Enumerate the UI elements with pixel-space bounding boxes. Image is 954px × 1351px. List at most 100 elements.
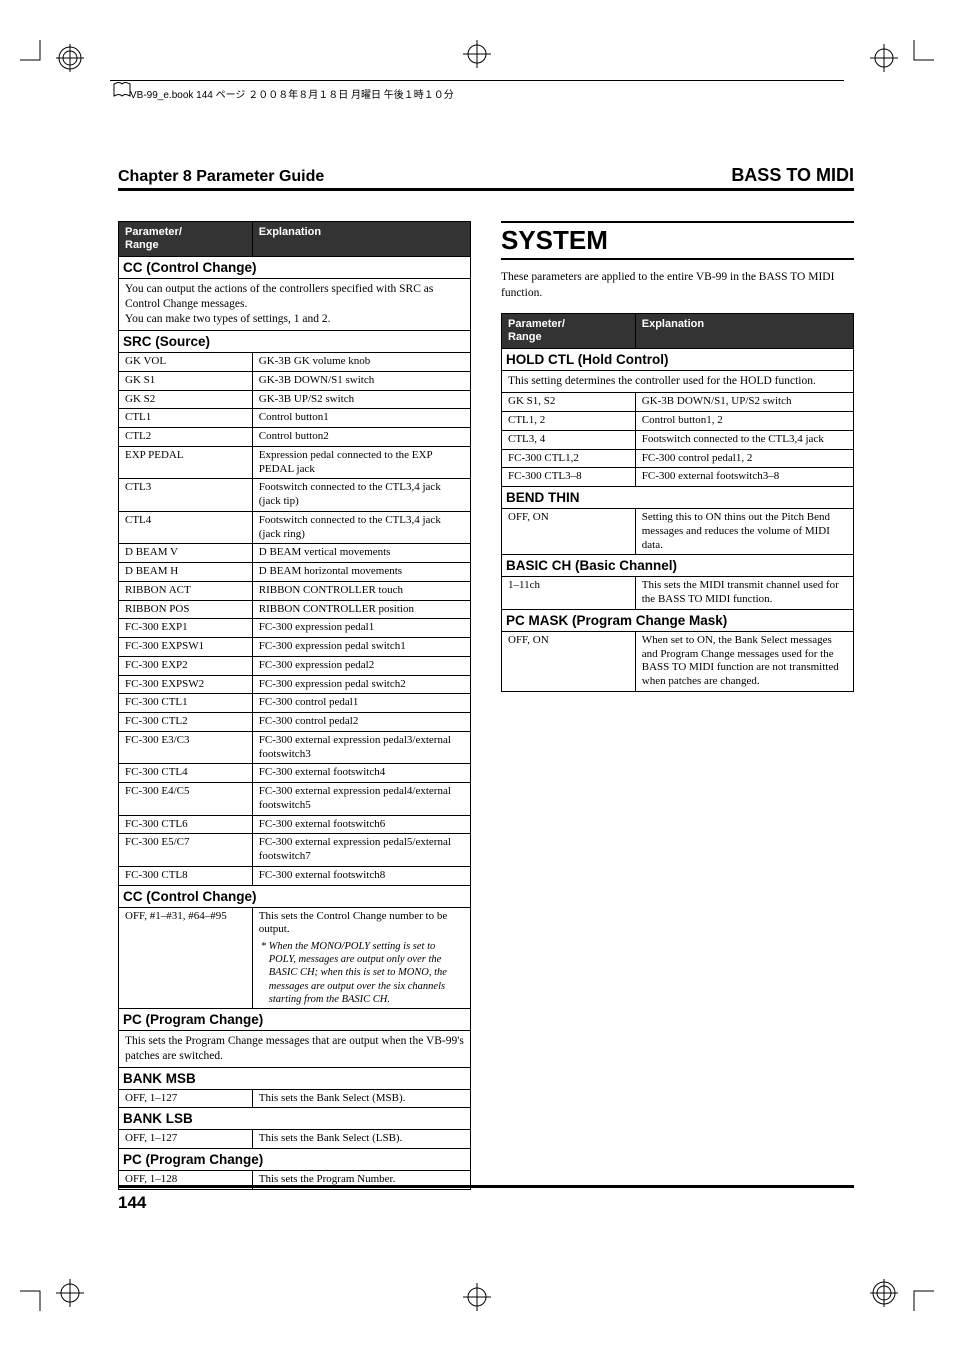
chapter-header-bar: Chapter 8 Parameter Guide BASS TO MIDI bbox=[118, 165, 854, 191]
param-range-cell: FC-300 E3/C3 bbox=[119, 731, 253, 764]
table-row: CTL1Control button1 bbox=[119, 409, 471, 428]
system-heading: SYSTEM bbox=[501, 221, 854, 260]
table-row: FC-300 E5/C7FC-300 external expression p… bbox=[119, 834, 471, 867]
registration-icon-top bbox=[463, 40, 491, 68]
table-row: FC-300 EXP1FC-300 expression pedal1 bbox=[119, 619, 471, 638]
table-row: 1–11chThis sets the MIDI transmit channe… bbox=[502, 577, 854, 610]
param-range-cell: GK S2 bbox=[119, 390, 253, 409]
table-row: CTL1, 2Control button1, 2 bbox=[502, 412, 854, 431]
explanation-cell: FC-300 external footswitch8 bbox=[252, 866, 470, 885]
explanation-cell: Setting this to ON thins out the Pitch B… bbox=[635, 509, 853, 555]
group-header: PC MASK (Program Change Mask) bbox=[502, 609, 854, 631]
param-range-cell: CTL1 bbox=[119, 409, 253, 428]
left-column: Parameter/Range Explanation CC (Control … bbox=[118, 221, 471, 1190]
explanation-cell: GK-3B UP/S2 switch bbox=[252, 390, 470, 409]
explanation-cell: This sets the Bank Select (LSB). bbox=[252, 1130, 470, 1149]
explanation-cell: Expression pedal connected to the EXP PE… bbox=[252, 446, 470, 479]
param-range-cell: OFF, 1–127 bbox=[119, 1130, 253, 1149]
param-range-cell: FC-300 CTL4 bbox=[119, 764, 253, 783]
explanation-cell: RIBBON CONTROLLER position bbox=[252, 600, 470, 619]
crop-mark-tl bbox=[20, 40, 60, 80]
group-description: This setting determines the controller u… bbox=[502, 371, 854, 393]
table-row: FC-300 EXPSW2FC-300 expression pedal swi… bbox=[119, 675, 471, 694]
footer-rule bbox=[118, 1185, 854, 1188]
registration-icon-tr bbox=[870, 44, 898, 72]
table-row: FC-300 EXPSW1FC-300 expression pedal swi… bbox=[119, 638, 471, 657]
chapter-title: Chapter 8 Parameter Guide bbox=[118, 168, 324, 186]
explanation-cell: This sets the MIDI transmit channel used… bbox=[635, 577, 853, 610]
group-header: BEND THIN bbox=[502, 487, 854, 509]
table-row: GK S1, S2GK-3B DOWN/S1, UP/S2 switch bbox=[502, 393, 854, 412]
explanation-cell: FC-300 external footswitch3–8 bbox=[635, 468, 853, 487]
param-range-cell: RIBBON ACT bbox=[119, 581, 253, 600]
table-row: CTL4Footswitch connected to the CTL3,4 j… bbox=[119, 511, 471, 544]
explanation-cell: D BEAM vertical movements bbox=[252, 544, 470, 563]
group-description: This sets the Program Change messages th… bbox=[119, 1030, 471, 1067]
explanation-cell: FC-300 expression pedal switch2 bbox=[252, 675, 470, 694]
table-row: OFF, ONSetting this to ON thins out the … bbox=[502, 509, 854, 555]
explanation-cell: FC-300 external expression pedal4/extern… bbox=[252, 783, 470, 816]
table-row: RIBBON ACTRIBBON CONTROLLER touch bbox=[119, 581, 471, 600]
param-range-cell: FC-300 E5/C7 bbox=[119, 834, 253, 867]
chapter-section: BASS TO MIDI bbox=[731, 165, 854, 186]
explanation-cell: When set to ON, the Bank Select messages… bbox=[635, 631, 853, 691]
explanation-cell: Control button2 bbox=[252, 428, 470, 447]
explanation-cell: FC-300 expression pedal1 bbox=[252, 619, 470, 638]
param-range-cell: GK S1 bbox=[119, 371, 253, 390]
explanation-cell: FC-300 external expression pedal3/extern… bbox=[252, 731, 470, 764]
group-header: SRC (Source) bbox=[119, 331, 471, 353]
param-range-cell: FC-300 EXP1 bbox=[119, 619, 253, 638]
explanation-cell: FC-300 external footswitch6 bbox=[252, 815, 470, 834]
right-column: SYSTEM These parameters are applied to t… bbox=[501, 221, 854, 1190]
table-row: D BEAM VD BEAM vertical movements bbox=[119, 544, 471, 563]
table-row: D BEAM HD BEAM horizontal movements bbox=[119, 563, 471, 582]
explanation-cell: FC-300 expression pedal2 bbox=[252, 656, 470, 675]
registration-icon-tl bbox=[56, 44, 84, 72]
group-header: BANK LSB bbox=[119, 1108, 471, 1130]
registration-icon-bl bbox=[56, 1279, 84, 1307]
param-range-cell: GK S1, S2 bbox=[502, 393, 636, 412]
crop-mark-br bbox=[894, 1271, 934, 1311]
param-range-cell: FC-300 CTL8 bbox=[119, 866, 253, 885]
table-row: OFF, #1–#31, #64–#95This sets the Contro… bbox=[119, 907, 471, 1008]
explanation-cell: FC-300 control pedal2 bbox=[252, 713, 470, 732]
group-header: PC (Program Change) bbox=[119, 1149, 471, 1171]
param-range-cell: GK VOL bbox=[119, 353, 253, 372]
table-row: EXP PEDALExpression pedal connected to t… bbox=[119, 446, 471, 479]
right-parameter-table: Parameter/Range Explanation HOLD CTL (Ho… bbox=[501, 313, 854, 692]
param-range-cell: FC-300 CTL1 bbox=[119, 694, 253, 713]
table-row: FC-300 E3/C3FC-300 external expression p… bbox=[119, 731, 471, 764]
table-row: FC-300 CTL1,2FC-300 control pedal1, 2 bbox=[502, 449, 854, 468]
param-range-cell: CTL2 bbox=[119, 428, 253, 447]
explanation-cell: This sets the Bank Select (MSB). bbox=[252, 1089, 470, 1108]
group-header: CC (Control Change) bbox=[119, 257, 471, 279]
right-th-param: Parameter/Range bbox=[502, 314, 636, 349]
table-row: FC-300 CTL4FC-300 external footswitch4 bbox=[119, 764, 471, 783]
param-range-cell: D BEAM H bbox=[119, 563, 253, 582]
explanation-cell: Control button1 bbox=[252, 409, 470, 428]
explanation-note: * When the MONO/POLY setting is set to P… bbox=[259, 940, 464, 1006]
param-range-cell: D BEAM V bbox=[119, 544, 253, 563]
param-range-cell: CTL3 bbox=[119, 479, 253, 512]
param-range-cell: FC-300 EXPSW2 bbox=[119, 675, 253, 694]
system-note: These parameters are applied to the enti… bbox=[501, 270, 854, 301]
table-row: OFF, 1–127This sets the Bank Select (MSB… bbox=[119, 1089, 471, 1108]
table-row: OFF, 1–127This sets the Bank Select (LSB… bbox=[119, 1130, 471, 1149]
crop-mark-bl bbox=[20, 1271, 60, 1311]
book-icon bbox=[112, 80, 132, 100]
explanation-cell: FC-300 expression pedal switch1 bbox=[252, 638, 470, 657]
param-range-cell: FC-300 EXP2 bbox=[119, 656, 253, 675]
table-row: FC-300 CTL1FC-300 control pedal1 bbox=[119, 694, 471, 713]
explanation-cell: D BEAM horizontal movements bbox=[252, 563, 470, 582]
table-row: FC-300 CTL6FC-300 external footswitch6 bbox=[119, 815, 471, 834]
left-th-param: Parameter/Range bbox=[119, 222, 253, 257]
group-header: PC (Program Change) bbox=[119, 1008, 471, 1030]
page-number: 144 bbox=[118, 1193, 146, 1213]
explanation-cell: Footswitch connected to the CTL3,4 jack bbox=[635, 430, 853, 449]
explanation-cell: GK-3B DOWN/S1, UP/S2 switch bbox=[635, 393, 853, 412]
left-th-expl: Explanation bbox=[252, 222, 470, 257]
group-header: BANK MSB bbox=[119, 1067, 471, 1089]
explanation-cell: Footswitch connected to the CTL3,4 jack … bbox=[252, 511, 470, 544]
table-row: GK VOLGK-3B GK volume knob bbox=[119, 353, 471, 372]
group-description: You can output the actions of the contro… bbox=[119, 279, 471, 331]
